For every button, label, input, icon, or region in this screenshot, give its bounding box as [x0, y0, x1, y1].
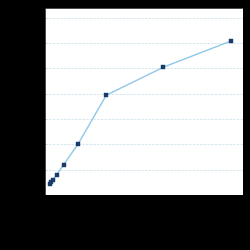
- Y-axis label: OD: OD: [22, 96, 28, 106]
- X-axis label: Mouse Secretory carrier-associated membrane protein 1
Concentration (pg/ml): Mouse Secretory carrier-associated membr…: [66, 207, 222, 218]
